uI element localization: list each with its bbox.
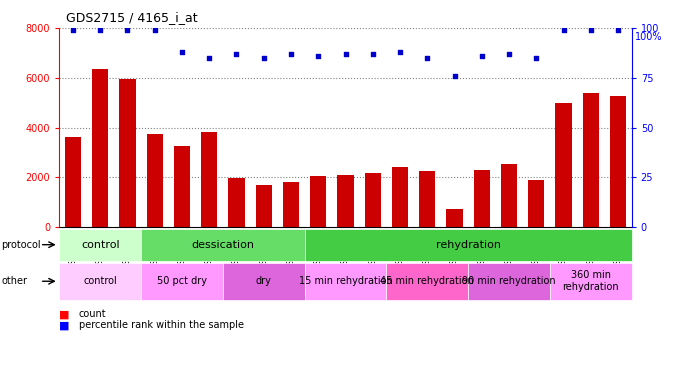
Bar	[304, 229, 632, 261]
Bar	[583, 93, 599, 227]
Point	[149, 27, 161, 33]
Bar	[147, 134, 163, 227]
Point	[503, 51, 514, 57]
Point	[258, 55, 269, 61]
Bar	[610, 96, 626, 227]
Text: dry: dry	[255, 276, 272, 286]
Bar	[174, 146, 190, 227]
Bar	[65, 138, 81, 227]
Bar	[201, 132, 217, 227]
Text: 100%: 100%	[635, 32, 662, 42]
Bar	[228, 178, 245, 227]
Bar	[223, 262, 304, 300]
Text: other: other	[1, 276, 27, 286]
Text: GDS2715 / 4165_i_at: GDS2715 / 4165_i_at	[66, 11, 198, 24]
Text: control: control	[83, 276, 117, 286]
Bar	[92, 69, 108, 227]
Point	[340, 51, 351, 57]
Point	[285, 51, 297, 57]
Point	[530, 55, 542, 61]
Bar	[364, 174, 381, 227]
Bar	[283, 182, 299, 227]
Point	[313, 53, 324, 59]
Bar	[550, 262, 632, 300]
Bar	[59, 262, 141, 300]
Text: 90 min rehydration: 90 min rehydration	[462, 276, 556, 286]
Point	[558, 27, 569, 33]
Text: percentile rank within the sample: percentile rank within the sample	[79, 321, 244, 330]
Point	[449, 73, 460, 79]
Bar	[474, 170, 490, 227]
Point	[585, 27, 596, 33]
Bar	[119, 79, 135, 227]
Text: 15 min rehydration: 15 min rehydration	[299, 276, 392, 286]
Point	[476, 53, 487, 59]
Text: 45 min rehydration: 45 min rehydration	[380, 276, 474, 286]
Text: control: control	[81, 240, 119, 250]
Point	[612, 27, 623, 33]
Point	[204, 55, 215, 61]
Point	[95, 27, 106, 33]
Text: 360 min
rehydration: 360 min rehydration	[563, 270, 619, 292]
Bar	[255, 184, 272, 227]
Bar	[419, 171, 436, 227]
Bar	[528, 180, 544, 227]
Bar	[501, 164, 517, 227]
Text: dessication: dessication	[191, 240, 254, 250]
Bar	[310, 176, 327, 227]
Point	[68, 27, 79, 33]
Bar	[59, 229, 141, 261]
Bar	[556, 103, 572, 227]
Text: ■: ■	[59, 321, 70, 330]
Bar	[468, 262, 550, 300]
Bar	[392, 167, 408, 227]
Text: 50 pct dry: 50 pct dry	[157, 276, 207, 286]
Point	[177, 49, 188, 55]
Bar	[387, 262, 468, 300]
Bar	[337, 175, 354, 227]
Point	[422, 55, 433, 61]
Bar	[304, 262, 387, 300]
Text: count: count	[79, 309, 107, 319]
Point	[122, 27, 133, 33]
Text: protocol: protocol	[1, 240, 41, 250]
Text: rehydration: rehydration	[436, 240, 500, 250]
Point	[231, 51, 242, 57]
Point	[367, 51, 378, 57]
Bar	[446, 210, 463, 227]
Text: ■: ■	[59, 309, 70, 319]
Bar	[141, 229, 304, 261]
Bar	[141, 262, 223, 300]
Point	[394, 49, 406, 55]
